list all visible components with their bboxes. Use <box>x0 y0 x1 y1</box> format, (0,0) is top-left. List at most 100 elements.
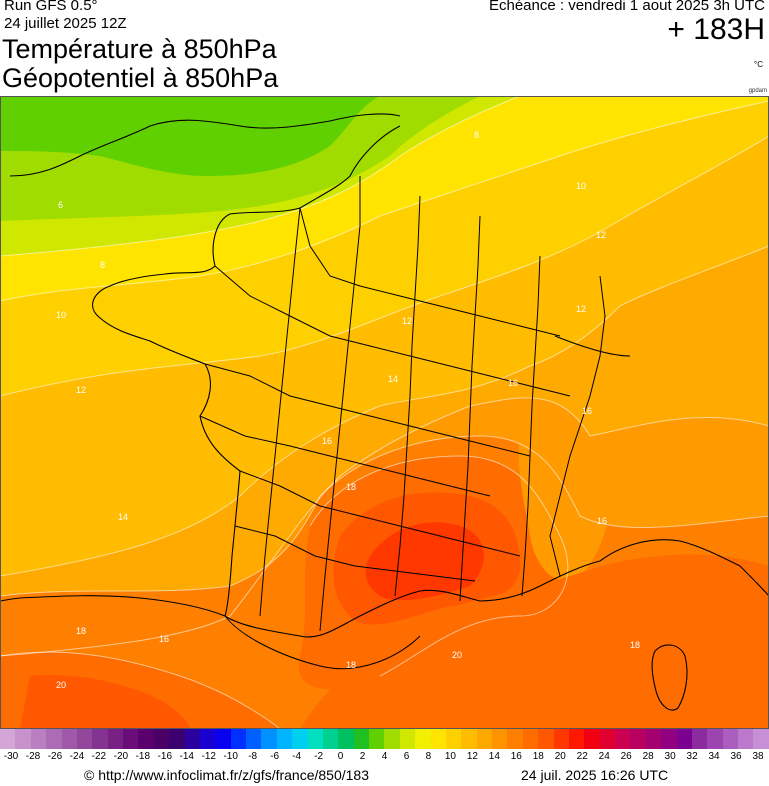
color-scale-tick: -16 <box>157 751 173 762</box>
color-scale-swatch <box>184 729 200 749</box>
coastline-england <box>9 113 401 177</box>
isotherm-label: 6 <box>58 200 63 210</box>
color-scale-swatch <box>153 729 170 749</box>
color-scale-tick: 34 <box>708 751 720 762</box>
color-scale-swatch <box>123 729 139 749</box>
color-scale-swatch <box>753 729 769 749</box>
color-scale-swatch <box>599 729 615 749</box>
color-scale-tick: -30 <box>3 751 19 762</box>
temperature-map: 8 10 12 6 8 10 12 12 12 14 16 16 16 18 1… <box>0 96 769 729</box>
isotherm-label: 16 <box>322 436 332 446</box>
lead-time: + 183H <box>667 13 765 46</box>
color-scale-tick: 30 <box>664 751 676 762</box>
temp-band-alps <box>518 432 611 581</box>
color-scale-tick: 12 <box>466 751 478 762</box>
color-scale-swatch <box>492 729 508 749</box>
color-scale-tick: 28 <box>642 751 654 762</box>
color-scale-swatch <box>230 729 246 749</box>
color-scale-tick: 22 <box>576 751 588 762</box>
color-scale-swatch <box>738 729 754 749</box>
unit-label: °C <box>754 60 763 69</box>
color-scale-swatch <box>292 729 308 749</box>
color-scale-swatch <box>399 729 416 749</box>
isotherm-12 <box>0 245 769 577</box>
color-scale-swatch <box>138 729 154 749</box>
color-scale-swatch <box>92 729 108 749</box>
color-scale-tick: -8 <box>248 751 258 762</box>
isotherm-label: 12 <box>576 304 586 314</box>
color-scale-swatch <box>615 729 631 749</box>
isotherm-label: 14 <box>388 374 398 384</box>
isotherm-label: 16 <box>159 634 169 644</box>
color-scale-swatch <box>584 729 600 749</box>
isotherm-8 <box>0 100 769 302</box>
color-scale-tick: 10 <box>444 751 456 762</box>
color-scale-swatch <box>538 729 554 749</box>
isotherm-14 <box>0 397 769 657</box>
isotherm-label: 16 <box>582 406 592 416</box>
color-scale-tick: -12 <box>201 751 216 762</box>
color-scale-ticks: -30 -28 -26 -24 -22 -20 -18 -16 -14 -12 -10 -8 -6 -4-… <box>0 751 769 765</box>
color-scale-tick: -18 <box>135 751 151 762</box>
isotherm-label: 12 <box>596 230 606 240</box>
isotherm-label: 16 <box>508 378 518 388</box>
color-scale-swatch <box>169 729 185 749</box>
color-scale-tick: 18 <box>532 751 544 762</box>
color-scale-swatch <box>522 729 539 749</box>
color-scale-tick: -10 <box>223 751 238 762</box>
color-scale-swatch <box>461 729 477 749</box>
coastline-spain <box>0 595 226 617</box>
isotherm-label: 18 <box>76 626 86 636</box>
map-title-geopotential: Géopotentiel à 850hPa <box>2 63 279 93</box>
color-scale-swatch <box>722 729 738 749</box>
isotherm-label: 8 <box>100 260 105 270</box>
color-scale-swatch <box>353 729 369 749</box>
color-scale-swatch <box>46 729 62 749</box>
color-scale-tick: -20 <box>113 751 129 762</box>
color-scale-swatch <box>445 729 462 749</box>
isotherm-18 <box>309 455 569 677</box>
color-scale-tick: 26 <box>620 751 632 762</box>
isotherm-16 <box>0 435 769 597</box>
isotherm-label: 10 <box>576 181 586 191</box>
color-scale-swatch <box>0 729 16 749</box>
color-scale-swatch <box>384 729 400 749</box>
color-scale-tick: -26 <box>47 751 63 762</box>
color-scale-tick: 38 <box>752 751 764 762</box>
color-scale-tick: 4 <box>381 751 388 762</box>
isotherm-20 <box>0 651 281 729</box>
color-scale-tick: 6 <box>403 751 410 762</box>
color-scale-swatch <box>61 729 77 749</box>
temp-band-2 <box>0 96 380 176</box>
map-title-temperature: Température à 850hPa <box>2 34 277 64</box>
color-scale-swatch <box>369 729 385 749</box>
isotherm-6 <box>0 96 521 257</box>
color-scale-swatch <box>15 729 31 749</box>
color-scale-swatch <box>276 729 293 749</box>
color-scale-tick: -24 <box>69 751 85 762</box>
coastline-corsica <box>651 644 688 711</box>
isotherm-label: 18 <box>630 640 640 650</box>
color-scale-tick: 20 <box>554 751 566 762</box>
color-scale-swatch <box>707 729 723 749</box>
color-scale-swatch <box>568 729 585 749</box>
color-scale-swatch <box>215 729 231 749</box>
color-scale-swatch <box>246 729 262 749</box>
color-scale-swatch <box>553 729 569 749</box>
color-scale-swatch <box>507 729 523 749</box>
valid-time-label: Echéance : vendredi 1 aout 2025 3h UTC <box>488 0 765 14</box>
color-scale-swatch <box>676 729 692 749</box>
source-url: © http://www.infoclimat.fr/z/gfs/france/… <box>84 767 369 783</box>
color-scale-tick: 36 <box>730 751 742 762</box>
run-label: Run GFS 0.5° <box>4 0 98 14</box>
temp-band-med-warm <box>300 554 769 729</box>
color-scale-swatch <box>476 729 492 749</box>
color-scale-swatch <box>338 729 354 749</box>
color-scale-tick: 0 <box>337 751 344 762</box>
coastline-italy <box>599 539 769 597</box>
color-scale-tick: 24 <box>598 751 610 762</box>
coastline-france <box>92 125 601 638</box>
color-scale-tick: -14 <box>179 751 194 762</box>
run-date: 24 juillet 2025 12Z <box>4 15 127 32</box>
color-scale-tick: -6 <box>270 751 280 762</box>
